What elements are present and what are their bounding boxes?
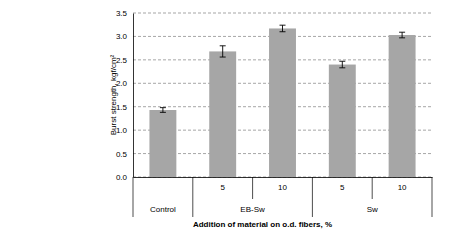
category-separator <box>372 177 373 199</box>
error-bar-path <box>220 46 226 57</box>
x-axis-line <box>134 177 433 178</box>
y-tick: 0.0 <box>116 173 133 182</box>
plot: 0.0 0.5 1.0 1.5 2.0 2.5 3.0 3.5 5 10 5 10 Control EB-… <box>116 9 433 217</box>
category-separators <box>133 177 432 217</box>
y-tick: 3.0 <box>116 32 133 41</box>
y-axis-line <box>133 14 134 178</box>
x-tick-label: 10 <box>278 183 287 192</box>
y-tick: 2.5 <box>116 56 133 65</box>
x-tick: 5 <box>220 177 225 192</box>
category-separator <box>252 177 253 199</box>
x-axis: 5 10 5 10 <box>134 177 433 192</box>
y-tick: 2.0 <box>116 79 133 88</box>
y-tick-label: 0.0 <box>116 173 128 182</box>
chart: 0.0 0.5 1.0 1.5 2.0 2.5 3.0 3.5 5 10 5 10 Control EB-… <box>0 0 465 231</box>
x-tick: 10 <box>398 177 407 192</box>
y-axis-title: Burst strength, kgf/cm² <box>109 54 118 135</box>
error-bar <box>160 108 166 113</box>
bar <box>269 28 296 177</box>
x-tick-label: 5 <box>340 183 345 192</box>
y-tick-label: 3.0 <box>116 32 128 41</box>
category-separator <box>432 177 433 217</box>
error-bar-path <box>339 61 345 68</box>
group-label: EB-Sw <box>240 205 265 214</box>
bars <box>149 25 415 177</box>
x-tick: 5 <box>340 177 345 192</box>
y-tick: 3.5 <box>116 9 133 18</box>
y-tick: 1.5 <box>116 103 133 112</box>
error-bar-path <box>160 108 166 113</box>
y-axis: 0.0 0.5 1.0 1.5 2.0 2.5 3.0 3.5 <box>116 9 134 182</box>
category-separator <box>312 177 313 217</box>
bar <box>209 51 236 177</box>
x-tick: 10 <box>278 177 287 192</box>
y-tick: 0.5 <box>116 150 133 159</box>
bar <box>149 110 176 177</box>
error-bar <box>399 32 405 38</box>
error-bar <box>339 61 345 68</box>
bar <box>389 35 416 177</box>
x-tick-label: 10 <box>398 183 407 192</box>
group-label: Sw <box>367 205 378 214</box>
y-tick-label: 0.5 <box>116 150 128 159</box>
group-labels: Control EB-Sw Sw <box>150 205 378 214</box>
x-axis-title: Addition of material on o.d. fibers, % <box>193 220 332 229</box>
y-tick-label: 3.5 <box>116 9 128 18</box>
error-bar-path <box>399 32 405 38</box>
x-tick-label: 5 <box>220 183 225 192</box>
category-separator <box>192 177 193 217</box>
bar <box>329 65 356 177</box>
error-bar <box>280 25 286 32</box>
y-tick: 1.0 <box>116 126 133 135</box>
error-bar <box>220 46 226 57</box>
grid-line <box>133 13 432 14</box>
grid <box>133 13 432 177</box>
error-bar-path <box>280 25 286 32</box>
category-separator <box>133 177 134 217</box>
group-label: Control <box>150 205 176 214</box>
